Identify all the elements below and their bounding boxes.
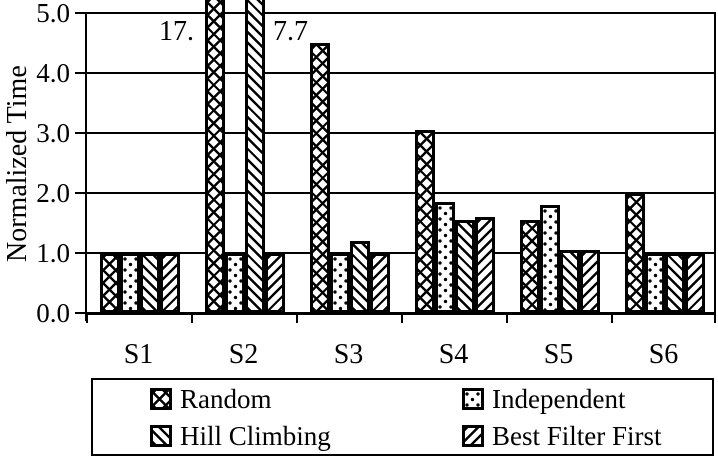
bar-S5-best-filter-first — [580, 250, 600, 313]
bar-S3-random — [310, 43, 330, 313]
gridline-2.0 — [86, 192, 716, 194]
x-category-label-S4: S4 — [438, 339, 469, 370]
bar-S4-random — [415, 130, 435, 313]
legend-item-best-filter-first: Best Filter First — [405, 421, 712, 451]
bar-S5-random — [520, 220, 540, 313]
y-tick-label-4.0: 4.0 — [36, 58, 70, 88]
x-tick — [191, 314, 193, 323]
x-category-label-S3: S3 — [333, 339, 364, 370]
y-tick-label-3.0: 3.0 — [36, 118, 70, 148]
x-axis-line — [86, 312, 716, 315]
y-tick-label-0.0: 0.0 — [36, 298, 70, 328]
y-tick-5.0 — [75, 12, 86, 14]
diagonal-backward-swatch-icon — [462, 424, 484, 447]
bar-S3-hill-climbing — [350, 241, 370, 313]
bar-S4-hill-climbing — [455, 220, 475, 313]
gridline-4.0 — [86, 72, 716, 74]
gridline-1.0 — [86, 252, 716, 254]
y-tick-4.0 — [75, 72, 86, 74]
x-tick — [611, 314, 613, 323]
bar-S2-hill-climbing — [245, 0, 265, 313]
legend-label: Best Filter First — [492, 420, 662, 451]
bar-S4-independent — [435, 202, 455, 313]
legend-item-random: Random — [93, 384, 405, 414]
x-tick — [714, 314, 716, 323]
bar-S1-random — [100, 253, 120, 313]
x-tick — [296, 314, 298, 323]
x-category-label-S2: S2 — [228, 339, 259, 370]
x-tick — [86, 314, 88, 323]
x-category-label-S6: S6 — [648, 339, 679, 370]
y-tick-label-5.0: 5.0 — [36, 0, 70, 28]
bar-S1-best-filter-first — [160, 253, 180, 313]
legend-label: Independent — [492, 383, 626, 414]
plot-right-border — [714, 13, 716, 313]
y-tick-3.0 — [75, 132, 86, 134]
x-category-label-S5: S5 — [543, 339, 574, 370]
y-tick-label-2.0: 2.0 — [36, 178, 70, 208]
legend-label: Hill Climbing — [180, 420, 331, 451]
bar-S2-independent — [225, 253, 245, 313]
annotation-7.7: 7.7 — [273, 16, 308, 47]
x-category-label-S1: S1 — [123, 339, 154, 370]
bar-S5-hill-climbing — [560, 250, 580, 313]
bar-S2-random — [205, 0, 225, 313]
bar-S1-hill-climbing — [140, 253, 160, 313]
legend-item-independent: Independent — [405, 384, 712, 414]
x-tick — [401, 314, 403, 323]
dots-swatch-icon — [462, 387, 484, 410]
bar-S3-independent — [330, 253, 350, 313]
gridline-5.0 — [86, 12, 716, 14]
bar-S2-best-filter-first — [265, 253, 285, 313]
y-tick-1.0 — [75, 252, 86, 254]
annotation-17.: 17. — [159, 16, 194, 47]
x-tick — [506, 314, 508, 323]
legend: Random Independent Hill Climbing Best Filte… — [91, 378, 714, 456]
bar-S1-independent — [120, 253, 140, 313]
bar-S6-hill-climbing — [665, 253, 685, 313]
bar-S6-best-filter-first — [685, 253, 705, 313]
bar-S3-best-filter-first — [370, 253, 390, 313]
legend-item-hill-climbing: Hill Climbing — [93, 421, 405, 451]
bar-S6-independent — [645, 253, 665, 313]
y-tick-0.0 — [75, 312, 86, 314]
legend-label: Random — [180, 383, 272, 414]
y-tick-label-1.0: 1.0 — [36, 238, 70, 268]
bar-S6-random — [625, 193, 645, 313]
crosshatch-swatch-icon — [150, 387, 172, 410]
bar-S4-best-filter-first — [475, 217, 495, 313]
gridline-3.0 — [86, 132, 716, 134]
bar-S5-independent — [540, 205, 560, 313]
y-tick-2.0 — [75, 192, 86, 194]
y-axis-line — [85, 13, 87, 321]
diagonal-forward-swatch-icon — [150, 424, 172, 447]
